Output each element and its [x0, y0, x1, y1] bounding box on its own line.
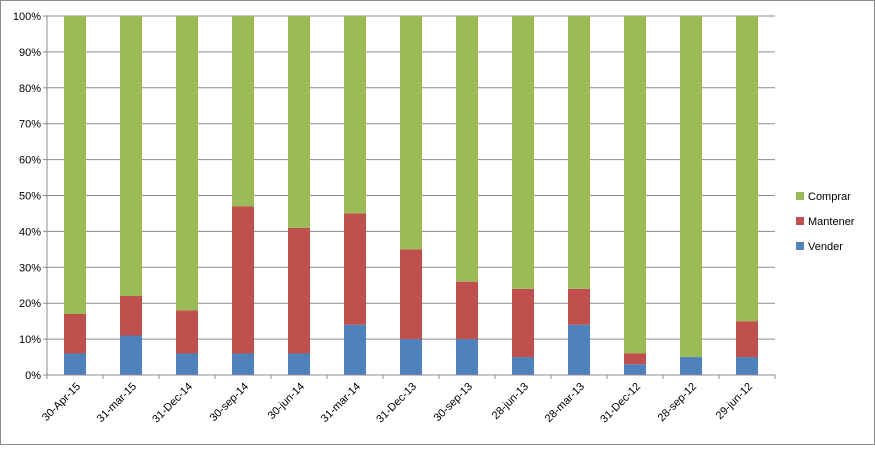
- x-tick-label: 29-jun-12: [714, 381, 755, 422]
- y-tick-label: 0%: [25, 370, 41, 382]
- legend-label-vender: Vender: [808, 241, 843, 253]
- legend: Comprar Mantener Vender: [796, 191, 855, 253]
- bar-segment-comprar: [736, 16, 758, 322]
- bar-segment-comprar: [568, 16, 590, 289]
- x-tick-label: 30-Apr-15: [40, 381, 83, 424]
- x-tick-label: 31-mar-14: [319, 381, 363, 425]
- legend-swatch-vender: [796, 242, 804, 250]
- legend-label-mantener: Mantener: [808, 216, 855, 228]
- bar-segment-vender: [176, 353, 198, 375]
- legend-swatch-comprar: [796, 192, 804, 200]
- x-axis-ticks: 30-Apr-15 31-mar-15 31-Dec-14 30-sep-14 30-j…: [40, 375, 776, 426]
- x-tick-label: 28-mar-13: [543, 381, 587, 425]
- x-tick-label: 31-mar-15: [95, 381, 139, 425]
- bar-segment-mantener: [456, 281, 478, 340]
- bar-segment-comprar: [232, 16, 254, 207]
- bar-segment-comprar: [288, 16, 310, 228]
- bar-segment-mantener: [624, 353, 646, 365]
- bar-segment-vender: [568, 324, 590, 375]
- bar-segment-comprar: [120, 16, 142, 297]
- y-tick-label: 20%: [19, 298, 41, 310]
- bar-segment-comprar: [64, 16, 86, 314]
- bar-segment-comprar: [680, 16, 702, 358]
- bar-segment-comprar: [512, 16, 534, 289]
- bar-segment-comprar: [176, 16, 198, 311]
- bar-segment-vender: [120, 335, 142, 375]
- y-tick-label: 40%: [19, 226, 41, 238]
- x-tick-label: 31-Dec-13: [374, 381, 419, 426]
- y-tick-label: 10%: [19, 334, 41, 346]
- bar-segment-mantener: [232, 206, 254, 354]
- bar-segment-mantener: [736, 321, 758, 358]
- x-tick-label: 30-jun-14: [266, 381, 307, 422]
- x-tick-label: 30-sep-13: [432, 381, 476, 425]
- x-tick-label: 28-jun-13: [490, 381, 531, 422]
- x-tick-label: 31-Dec-12: [598, 381, 643, 426]
- y-tick-label: 30%: [19, 262, 41, 274]
- bar-segment-vender: [512, 357, 534, 375]
- legend-label-comprar: Comprar: [808, 191, 851, 203]
- y-tick-label: 50%: [19, 191, 41, 203]
- y-axis-ticks: 0% 10% 20% 30% 40% 50% 60% 70% 80% 90% 100%: [13, 11, 47, 382]
- legend-swatch-mantener: [796, 217, 804, 225]
- bar-segment-vender: [736, 357, 758, 375]
- x-tick-label: 28-sep-12: [656, 381, 700, 425]
- y-tick-label: 60%: [19, 155, 41, 167]
- bar-segment-mantener: [288, 227, 310, 354]
- bar-segment-comprar: [344, 16, 366, 214]
- bar-segment-vender: [400, 339, 422, 375]
- bar-segment-mantener: [568, 288, 590, 325]
- bar-segment-comprar: [456, 16, 478, 282]
- y-tick-label: 80%: [19, 83, 41, 95]
- bars: [64, 16, 758, 375]
- y-tick-label: 90%: [19, 47, 41, 59]
- bar-segment-vender: [680, 357, 702, 375]
- x-tick-label: 30-sep-14: [208, 381, 252, 425]
- bar-segment-vender: [456, 339, 478, 375]
- y-tick-label: 70%: [19, 119, 41, 131]
- x-tick-label: 31-Dec-14: [150, 381, 195, 426]
- bar-segment-vender: [288, 353, 310, 375]
- bar-segment-mantener: [176, 310, 198, 354]
- bar-segment-comprar: [624, 16, 646, 354]
- bar-segment-mantener: [400, 249, 422, 340]
- bar-segment-comprar: [400, 16, 422, 250]
- bar-segment-vender: [344, 324, 366, 375]
- bar-segment-vender: [64, 353, 86, 375]
- bar-segment-mantener: [512, 288, 534, 358]
- bar-segment-mantener: [120, 296, 142, 336]
- y-tick-label: 100%: [13, 11, 41, 23]
- bar-segment-mantener: [64, 313, 86, 354]
- bar-segment-mantener: [344, 213, 366, 325]
- bar-segment-vender: [232, 353, 254, 375]
- bar-segment-vender: [624, 364, 646, 375]
